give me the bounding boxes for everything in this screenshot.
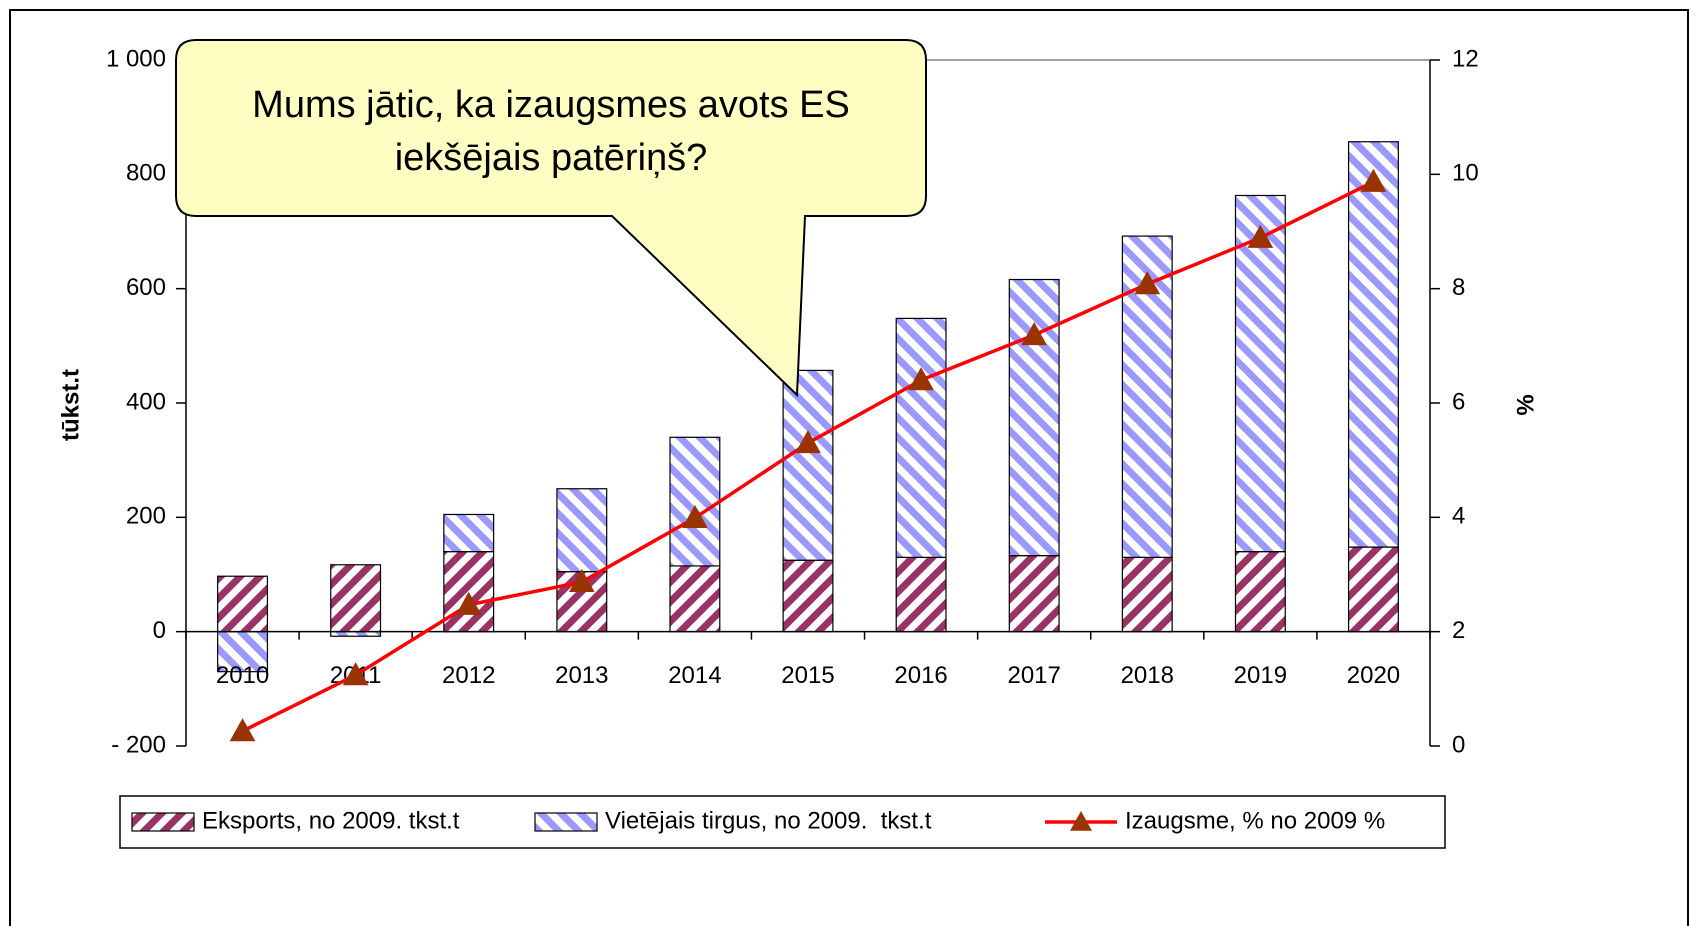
legend-swatch — [534, 812, 598, 832]
y2-tick-label: 6 — [1452, 388, 1465, 415]
callout-text: iekšējais patēriņš? — [395, 137, 708, 179]
y-tick-label: 200 — [126, 503, 166, 530]
marker — [229, 718, 256, 742]
x-tick-label: 2018 — [1121, 662, 1174, 689]
bar — [895, 317, 947, 558]
callout-text: Mums jātic, ka izaugsmes avots ES — [252, 84, 850, 126]
x-tick-label: 2013 — [555, 662, 608, 689]
marker — [1247, 224, 1274, 248]
legend-label: Izaugsme, % no 2009 % — [1125, 807, 1385, 834]
x-tick-label: 2014 — [668, 662, 721, 689]
legend-marker — [1070, 811, 1092, 831]
bar — [1121, 556, 1173, 633]
bar — [330, 564, 382, 633]
marker — [342, 662, 369, 686]
y-tick-label: 800 — [126, 160, 166, 187]
legend-label: Vietējais tirgus, no 2009. tkst.t — [605, 807, 932, 834]
bar — [1008, 278, 1060, 557]
y-axis-label: tūkst.t — [57, 369, 84, 441]
y2-tick-label: 0 — [1452, 731, 1465, 758]
marker — [795, 429, 821, 454]
x-tick-label: 2017 — [1007, 662, 1060, 689]
x-tick-label: 2010 — [216, 662, 269, 689]
marker — [1134, 271, 1161, 295]
bar — [782, 369, 834, 561]
marker — [1021, 321, 1048, 346]
bar — [217, 575, 269, 633]
y-tick-label: 400 — [126, 388, 166, 415]
y-tick-label: 0 — [153, 617, 166, 644]
bar — [1347, 546, 1399, 633]
callout-box — [175, 39, 927, 398]
bar — [1347, 141, 1399, 548]
y-tick-label: 600 — [126, 274, 166, 301]
bar — [556, 488, 608, 573]
y2-tick-label: 2 — [1452, 617, 1465, 644]
marker — [908, 367, 934, 391]
bar — [1008, 555, 1060, 633]
chart-border — [9, 9, 1689, 926]
bar — [443, 513, 495, 553]
bar — [1234, 551, 1286, 633]
x-tick-label: 2015 — [781, 662, 834, 689]
y2-tick-label: 4 — [1452, 503, 1465, 530]
x-tick-label: 2012 — [442, 662, 495, 689]
marker — [1360, 168, 1387, 192]
marker — [682, 504, 708, 529]
bar — [895, 556, 947, 633]
y2-axis-label: % — [1512, 394, 1539, 415]
legend-box — [119, 795, 1446, 849]
bar — [443, 551, 495, 633]
bar — [782, 559, 834, 633]
x-tick-label: 2016 — [894, 662, 947, 689]
marker — [455, 591, 482, 615]
x-tick-label: 2020 — [1347, 662, 1400, 689]
bar — [1234, 194, 1286, 553]
x-tick-label: 2019 — [1234, 662, 1287, 689]
bar — [669, 436, 721, 567]
y-tick-label: 1 000 — [106, 45, 166, 72]
y2-tick-label: 12 — [1452, 45, 1479, 72]
legend-label: Eksports, no 2009. tkst.t — [202, 807, 460, 834]
y2-tick-label: 10 — [1452, 160, 1479, 187]
legend-swatch — [131, 812, 195, 832]
bar — [669, 565, 721, 633]
callout: Mums jātic, ka izaugsmes avots ES iekšēj… — [175, 39, 927, 398]
y-tick-label: - 200 — [111, 731, 166, 758]
marker — [568, 568, 595, 593]
y2-tick-label: 8 — [1452, 274, 1465, 301]
